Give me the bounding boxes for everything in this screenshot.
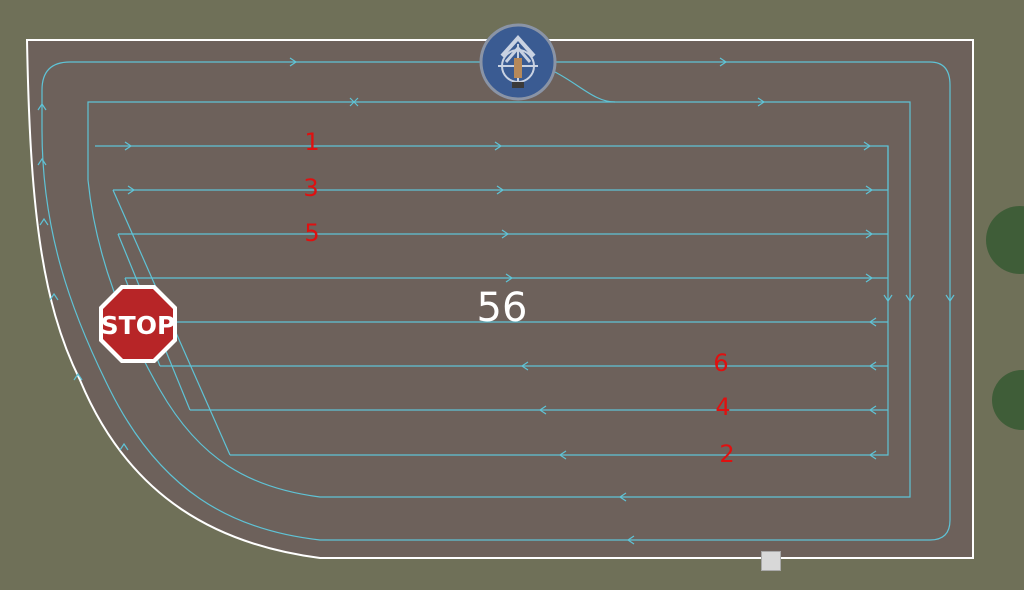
tree — [992, 370, 1024, 430]
headland-path-inner — [87, 101, 911, 498]
start-marker[interactable] — [478, 22, 558, 102]
waypoint-end-icon[interactable] — [761, 551, 781, 571]
field-number: 56 — [476, 285, 528, 331]
lane-label: 3 — [303, 174, 319, 202]
lane-label: 1 — [304, 128, 320, 156]
tractor-start-icon — [479, 23, 557, 101]
start-connector-path — [554, 71, 616, 103]
stop-sign-text: STOP — [101, 311, 176, 340]
field-boundary — [25, 39, 974, 559]
stop-marker[interactable]: STOP — [97, 283, 179, 365]
lane-label: 4 — [715, 393, 731, 421]
stop-sign-icon: STOP — [99, 285, 177, 363]
headland-path-outer — [41, 61, 951, 541]
lane-label: 2 — [719, 440, 735, 468]
waypoint-cross — [349, 97, 359, 107]
lane-label: 6 — [713, 349, 729, 377]
direction-arrows — [37, 57, 955, 545]
lane-label: 5 — [304, 219, 320, 247]
lane-path — [230, 146, 889, 456]
tree — [986, 206, 1024, 274]
